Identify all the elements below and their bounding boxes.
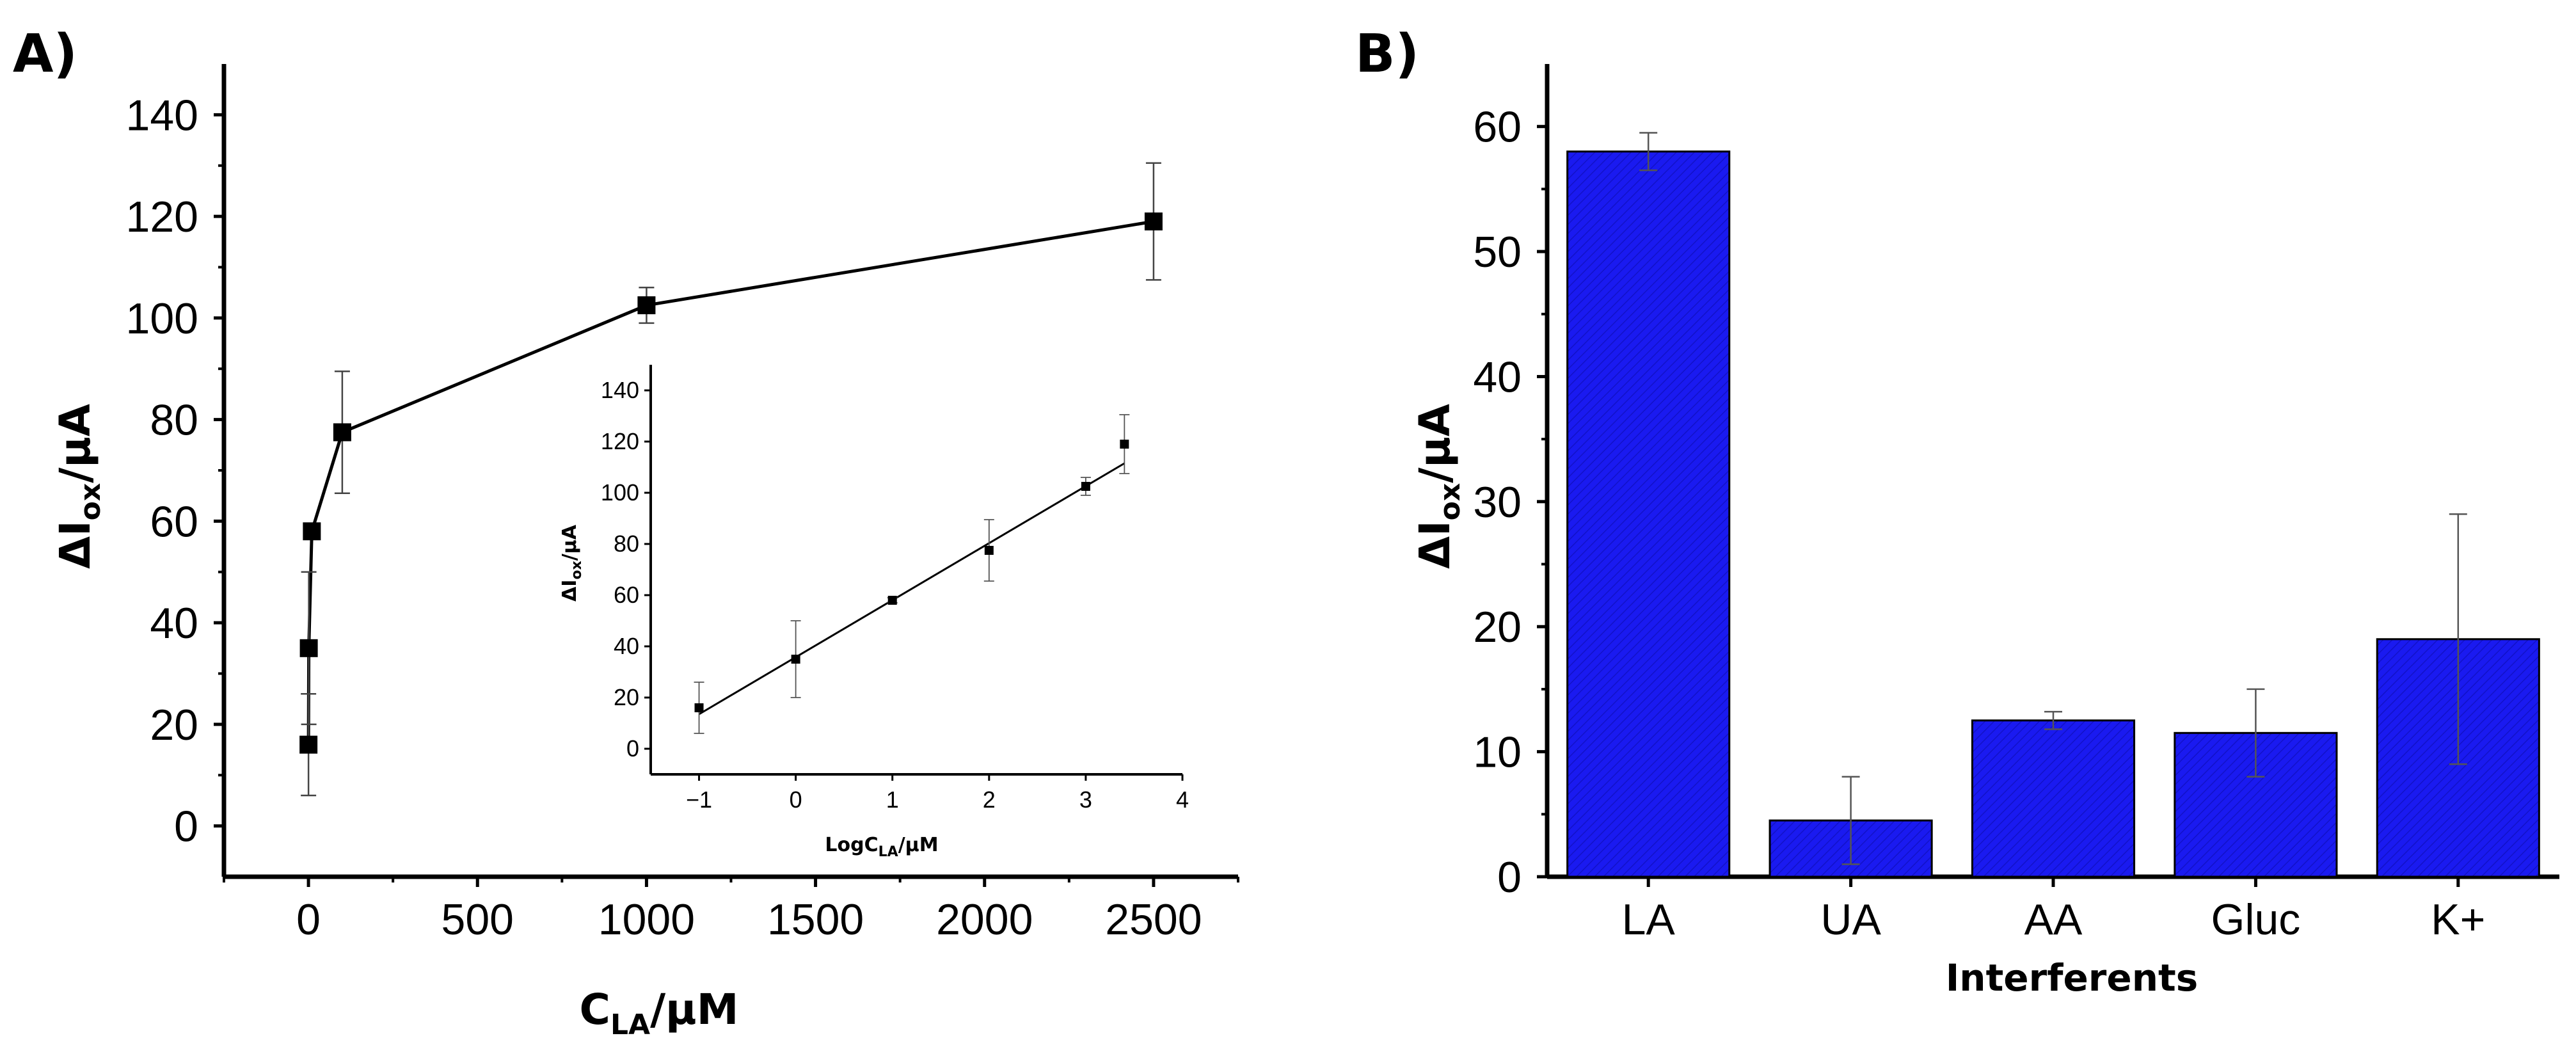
data-point xyxy=(333,423,351,442)
bar-la xyxy=(1566,150,1731,878)
inset-x-tick-label: 0 xyxy=(790,787,802,813)
x-tick-label: 2500 xyxy=(1105,895,1202,944)
data-point xyxy=(299,735,318,754)
panel-b-label: B) xyxy=(1355,24,1419,84)
inset-x-tick-label: 4 xyxy=(1176,787,1189,813)
x-title-sub: LA xyxy=(610,1009,650,1041)
b-y-tick-label: 30 xyxy=(1473,478,1522,527)
inset-data-point xyxy=(1081,482,1090,491)
panel-b-ticks: 0 10 20 30 40 50 60 LA UA AA Gluc K+ xyxy=(1473,103,2485,944)
inset-x-title-main: LogC xyxy=(825,834,878,856)
inset-data-point xyxy=(1120,440,1129,449)
inset-x-tick-label: 3 xyxy=(1079,787,1092,813)
b-y-tick-label: 40 xyxy=(1473,353,1522,401)
inset-y-title-sub: ox xyxy=(569,561,585,579)
inset-y-tick-label: 0 xyxy=(626,735,639,762)
b-y-title-suffix: /μA xyxy=(1410,404,1459,483)
inset-y-title-suffix: /μA xyxy=(559,524,581,561)
inset-data-point xyxy=(887,596,897,605)
inset-axes xyxy=(649,365,1182,776)
inset-x-tick-label: 2 xyxy=(983,787,996,813)
inset-y-tick-label: 100 xyxy=(601,479,639,506)
b-x-tick-label: Gluc xyxy=(2211,895,2300,944)
inset-y-tick-label: 140 xyxy=(601,377,639,403)
panel-b-y-axis-title: ΔIox/μA xyxy=(1410,404,1467,569)
inset-y-axis-title: ΔIox/μA xyxy=(559,524,585,602)
x-title-suffix: /μM xyxy=(650,985,738,1034)
inset-y-tick-label: 40 xyxy=(614,633,639,659)
inset-x-title-suffix: /μM xyxy=(898,834,939,856)
panel-b-x-axis-title: Interferents xyxy=(1946,956,2198,1000)
x-tick-label: 1000 xyxy=(598,895,695,944)
inset-fit-line xyxy=(698,462,1125,715)
panel-a-inset-chart: 0 20 40 60 80 100 120 140 −1 0 1 2 3 4 LogCLA/μM ΔIox… xyxy=(559,365,1189,860)
b-y-title-prefix: ΔI xyxy=(1410,520,1459,569)
inset-y-tick-label: 120 xyxy=(601,428,639,454)
y-tick-label: 20 xyxy=(150,701,198,749)
y-tick-label: 100 xyxy=(126,294,198,343)
y-title-suffix: /μA xyxy=(51,404,100,483)
panel-a-y-axis-title: ΔIox/μA xyxy=(51,404,107,569)
panel-b-bars xyxy=(1566,132,2540,878)
b-y-tick-label: 60 xyxy=(1473,103,1522,152)
y-tick-label: 120 xyxy=(126,193,198,241)
y-title-sub: ox xyxy=(74,483,107,521)
inset-ticks: 0 20 40 60 80 100 120 140 −1 0 1 2 3 4 xyxy=(601,377,1189,813)
inset-data-point xyxy=(694,703,704,712)
inset-x-tick-label: −1 xyxy=(686,787,712,813)
b-x-tick-label: UA xyxy=(1820,895,1881,944)
y-tick-label: 0 xyxy=(174,802,198,851)
y-tick-label: 80 xyxy=(150,396,198,445)
panel-a-x-axis-title: CLA/μM xyxy=(580,985,739,1041)
data-point xyxy=(299,639,318,657)
b-x-tick-label: K+ xyxy=(2431,895,2485,944)
b-x-tick-label: AA xyxy=(2024,895,2083,944)
b-y-tick-label: 20 xyxy=(1473,603,1522,651)
panel-a-series xyxy=(299,162,1163,797)
data-point xyxy=(1144,212,1163,231)
inset-y-tick-label: 20 xyxy=(614,684,639,710)
panel-b-bar-chart: 0 10 20 30 40 50 60 LA UA AA Gluc K+ Interferents Δ… xyxy=(1410,64,2559,1000)
panel-a-label: A) xyxy=(13,24,77,84)
x-title-main: C xyxy=(580,985,610,1034)
series-line xyxy=(306,220,1154,745)
inset-data-point xyxy=(984,546,994,555)
inset-data-point xyxy=(791,655,800,664)
inset-x-title-sub: LA xyxy=(879,844,898,860)
data-point xyxy=(637,296,656,315)
x-tick-label: 2000 xyxy=(936,895,1033,944)
x-tick-label: 500 xyxy=(441,895,514,944)
data-point xyxy=(303,522,321,541)
y-tick-label: 140 xyxy=(126,91,198,140)
panel-a-axes xyxy=(221,64,1238,879)
x-tick-label: 0 xyxy=(296,895,321,944)
inset-y-title-prefix: ΔI xyxy=(559,580,581,602)
b-y-tick-label: 50 xyxy=(1473,228,1522,276)
inset-y-tick-label: 80 xyxy=(614,531,639,557)
inset-y-tick-label: 60 xyxy=(614,582,639,608)
y-title-prefix: ΔI xyxy=(51,520,100,569)
y-tick-label: 40 xyxy=(150,599,198,648)
inset-series xyxy=(694,414,1130,734)
b-y-title-sub: ox xyxy=(1434,483,1467,521)
b-x-tick-label: LA xyxy=(1622,895,1676,944)
y-tick-label: 60 xyxy=(150,497,198,546)
b-y-tick-label: 10 xyxy=(1473,728,1522,777)
b-y-tick-label: 0 xyxy=(1497,853,1522,902)
x-tick-label: 1500 xyxy=(767,895,864,944)
inset-x-axis-title: LogCLA/μM xyxy=(825,834,938,860)
bar-aa xyxy=(1971,719,2136,878)
inset-x-tick-label: 1 xyxy=(886,787,899,813)
